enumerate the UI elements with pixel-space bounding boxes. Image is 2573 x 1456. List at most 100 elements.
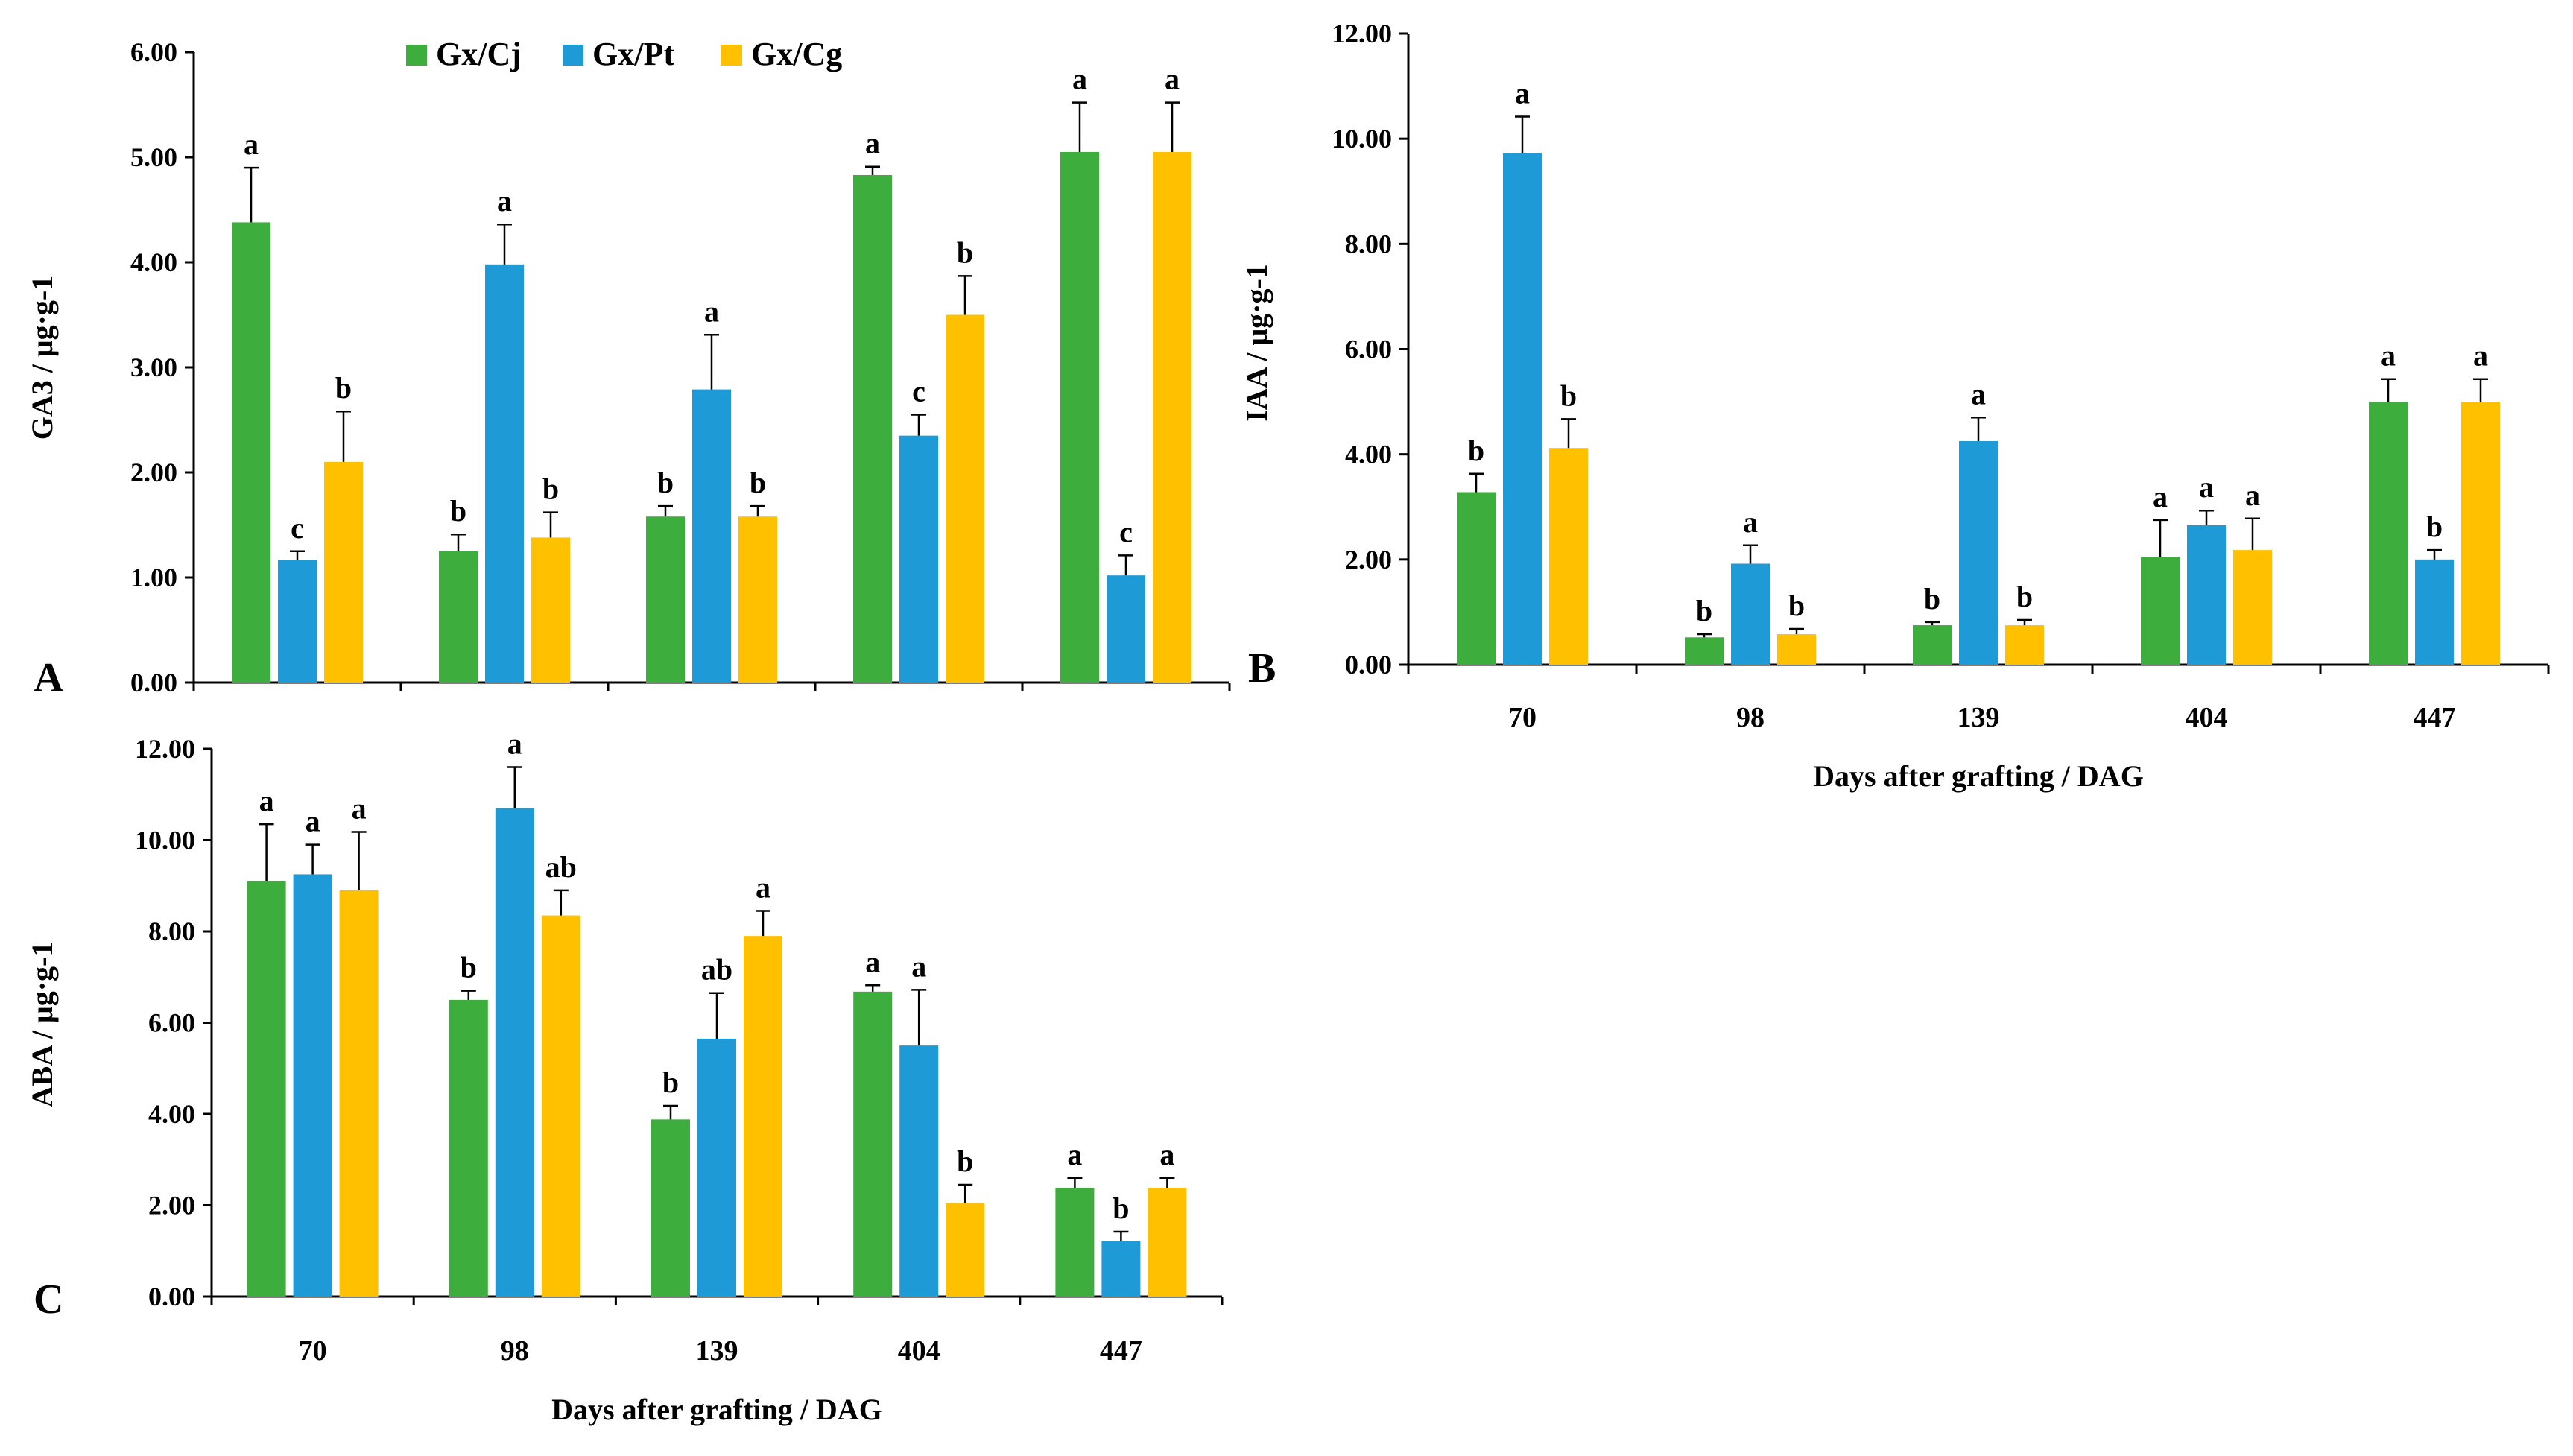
significance-letter: b bbox=[750, 466, 766, 499]
significance-letter: b bbox=[1113, 1191, 1129, 1225]
bar-gx-pt-447 bbox=[2415, 559, 2454, 665]
bar-gx-cg-139 bbox=[744, 936, 782, 1297]
bar-gx-cj-139 bbox=[651, 1119, 690, 1297]
bar-gx-cj-98 bbox=[449, 999, 488, 1297]
significance-letter: b bbox=[1696, 594, 1712, 627]
significance-letter: a bbox=[1067, 1138, 1082, 1171]
bar-gx-cj-404 bbox=[853, 174, 892, 683]
bar-gx-cj-70 bbox=[232, 222, 270, 683]
significance-letter: a bbox=[2381, 339, 2396, 373]
significance-letter: ab bbox=[545, 850, 577, 884]
significance-letter: a bbox=[259, 784, 274, 817]
bar-gx-cj-447 bbox=[1060, 151, 1099, 683]
significance-letter: a bbox=[352, 791, 367, 825]
bar-gx-cj-70 bbox=[247, 881, 286, 1297]
bar-gx-pt-98 bbox=[495, 808, 534, 1297]
x-tick-label: 404 bbox=[2186, 702, 2228, 733]
y-tick-label: 6.00 bbox=[130, 37, 177, 67]
bar-gx-cg-404 bbox=[946, 1203, 985, 1297]
y-tick-label: 12.00 bbox=[1332, 19, 1392, 48]
significance-letter: b bbox=[662, 1066, 679, 1099]
y-tick-label: 0.00 bbox=[148, 1282, 195, 1311]
significance-letter: a bbox=[704, 294, 719, 328]
significance-letter: a bbox=[497, 184, 512, 218]
y-tick-label: 12.00 bbox=[135, 734, 195, 764]
bar-gx-cj-404 bbox=[2141, 557, 2180, 665]
significance-letter: b bbox=[450, 494, 466, 528]
bar-gx-pt-98 bbox=[1731, 563, 1770, 665]
bar-gx-pt-70 bbox=[278, 560, 317, 683]
y-tick-label: 1.00 bbox=[130, 563, 177, 592]
significance-letter: b bbox=[2426, 510, 2443, 543]
x-tick-label: 98 bbox=[1736, 702, 1765, 733]
significance-letter: a bbox=[507, 727, 522, 761]
x-tick-label: 70 bbox=[299, 1335, 327, 1367]
bar-gx-pt-404 bbox=[2187, 525, 2226, 665]
x-tick-label: 404 bbox=[898, 1335, 940, 1367]
significance-letter: b bbox=[957, 1145, 973, 1178]
y-axis-title: ABA / μg·g-1 bbox=[25, 942, 59, 1108]
x-tick-label: 70 bbox=[1508, 702, 1536, 733]
y-tick-label: 2.00 bbox=[130, 458, 177, 487]
significance-letter: a bbox=[1165, 63, 1180, 96]
significance-letter: b bbox=[1924, 582, 1940, 615]
significance-letter: b bbox=[461, 951, 477, 984]
legend-label: Gx/Cj bbox=[436, 36, 522, 72]
significance-letter: b bbox=[542, 472, 559, 506]
bar-gx-cg-447 bbox=[1153, 151, 1191, 683]
panel-label: C bbox=[34, 1276, 63, 1323]
x-tick-label: 447 bbox=[1100, 1335, 1142, 1367]
bar-gx-cj-139 bbox=[1913, 625, 1952, 665]
panel-label: B bbox=[1248, 645, 1276, 691]
significance-letter: c bbox=[291, 511, 304, 545]
significance-letter: c bbox=[912, 374, 925, 408]
x-tick-label: 98 bbox=[501, 1335, 529, 1367]
significance-letter: a bbox=[244, 127, 259, 161]
legend-swatch-gx-cg bbox=[721, 45, 742, 66]
y-tick-label: 8.00 bbox=[1345, 229, 1392, 259]
x-axis-title: Days after grafting / DAG bbox=[551, 1393, 882, 1426]
significance-letter: a bbox=[1743, 505, 1758, 539]
legend-swatch-gx-pt bbox=[563, 45, 583, 66]
bar-gx-cg-70 bbox=[324, 461, 363, 683]
y-tick-label: 6.00 bbox=[148, 1008, 195, 1038]
y-tick-label: 4.00 bbox=[130, 247, 177, 277]
bar-gx-cg-447 bbox=[2461, 402, 2500, 665]
significance-letter: a bbox=[2473, 339, 2488, 373]
significance-letter: a bbox=[911, 949, 926, 983]
bar-gx-cj-139 bbox=[646, 516, 685, 683]
bar-gx-cj-70 bbox=[1457, 492, 1496, 665]
y-tick-label: 0.00 bbox=[1345, 650, 1392, 680]
y-tick-label: 5.00 bbox=[130, 142, 177, 172]
bar-gx-pt-139 bbox=[1959, 441, 1998, 665]
y-tick-label: 8.00 bbox=[148, 917, 195, 946]
significance-letter: a bbox=[865, 127, 880, 160]
bar-gx-pt-70 bbox=[1503, 153, 1542, 665]
bar-gx-cj-447 bbox=[2369, 402, 2408, 665]
y-axis-title: IAA / μg·g-1 bbox=[1240, 264, 1273, 422]
y-tick-label: 10.00 bbox=[1332, 124, 1392, 153]
panel-b-iaa-chart: 0.00 2.00 4.00 6.00 8.00 10.00 12.00 b a b 70 b a b 98… bbox=[1240, 19, 2550, 793]
y-tick-label: 0.00 bbox=[130, 668, 177, 697]
bar-gx-cj-404 bbox=[853, 991, 893, 1297]
significance-letter: a bbox=[306, 805, 320, 838]
y-tick-label: 10.00 bbox=[135, 826, 195, 855]
legend-label: Gx/Cg bbox=[751, 36, 842, 72]
significance-letter: b bbox=[1468, 434, 1484, 467]
bar-gx-pt-447 bbox=[1101, 1241, 1141, 1297]
bar-gx-pt-139 bbox=[692, 389, 731, 683]
significance-letter: a bbox=[1072, 63, 1087, 96]
significance-letter: a bbox=[2199, 470, 2214, 504]
bar-gx-pt-70 bbox=[293, 874, 332, 1297]
bar-gx-cg-70 bbox=[1549, 448, 1588, 665]
significance-letter: a bbox=[2153, 480, 2168, 513]
bar-gx-cg-404 bbox=[2233, 550, 2272, 665]
significance-letter: c bbox=[1119, 515, 1133, 548]
significance-letter: a bbox=[1515, 77, 1530, 110]
legend-swatch-gx-cj bbox=[406, 45, 427, 66]
y-tick-label: 2.00 bbox=[148, 1191, 195, 1221]
significance-letter: a bbox=[1971, 377, 1986, 411]
significance-letter: a bbox=[865, 945, 880, 978]
